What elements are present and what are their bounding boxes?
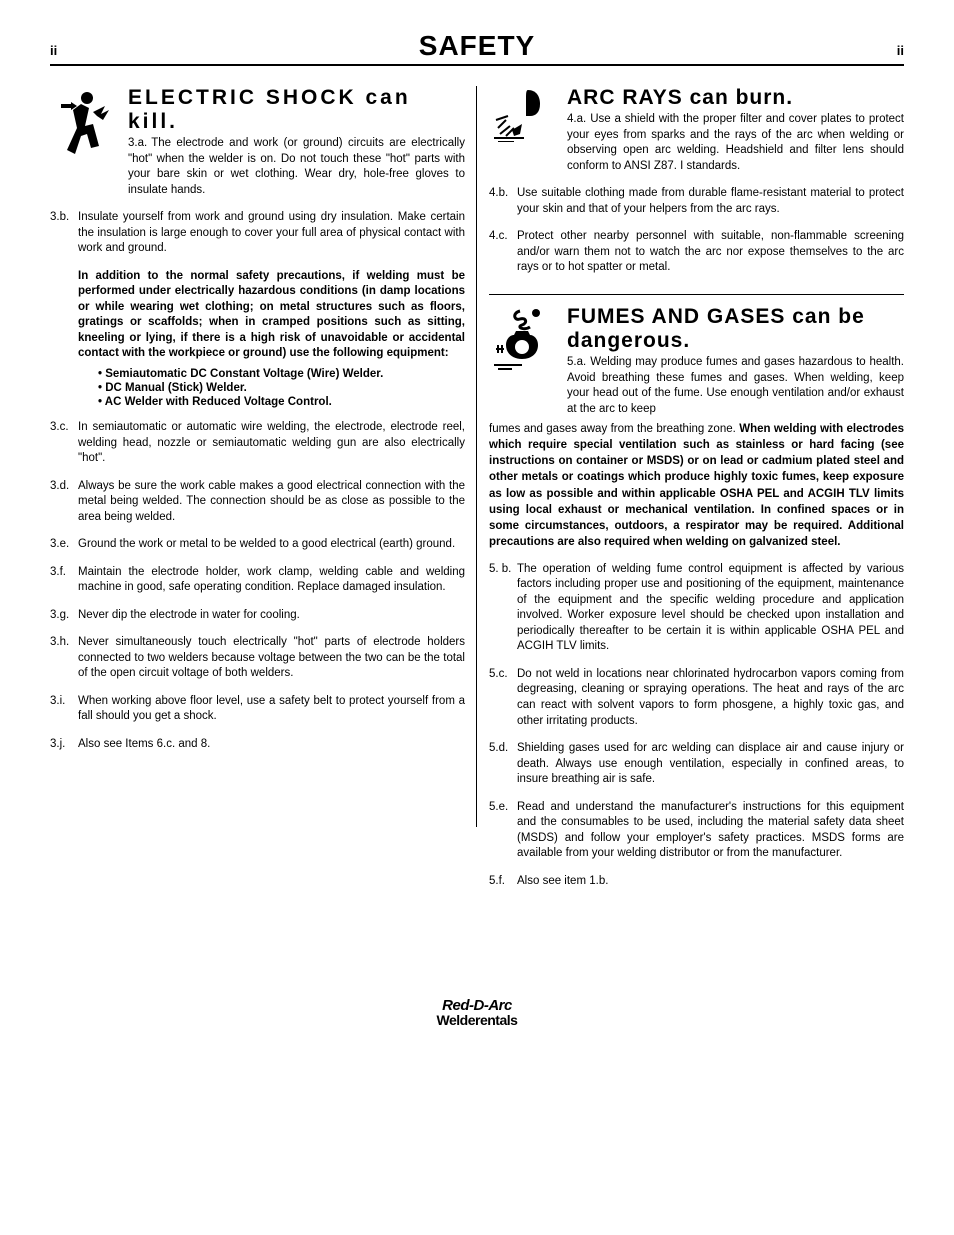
page-num-right: ii xyxy=(897,43,904,58)
item-5c: 5.c.Do not weld in locations near chlori… xyxy=(489,667,904,729)
section-electric: ELECTRIC SHOCK can kill. 3.a.The electro… xyxy=(50,86,465,752)
item-3j: 3.j.Also see Items 6.c. and 8. xyxy=(50,737,465,753)
section-divider xyxy=(489,294,904,295)
section-fumes: FUMES AND GASES can be dangerous. 5.a.We… xyxy=(489,305,904,889)
item-3g: 3.g.Never dip the electrode in water for… xyxy=(50,608,465,624)
item-3f: 3.f.Maintain the electrode holder, work … xyxy=(50,565,465,596)
section-arc: ARC RAYS can burn. 4.a.Use a shield with… xyxy=(489,86,904,276)
item-5b: 5. b.The operation of welding fume contr… xyxy=(489,562,904,655)
item-5d: 5.d.Shielding gases used for arc welding… xyxy=(489,741,904,788)
item-4c: 4.c.Protect other nearby personnel with … xyxy=(489,229,904,276)
item-4b: 4.b.Use suitable clothing made from dura… xyxy=(489,186,904,217)
electric-shock-icon xyxy=(50,86,118,158)
item-3c: 3.c.In semiautomatic or automatic wire w… xyxy=(50,420,465,467)
item-5e: 5.e.Read and understand the manufacturer… xyxy=(489,800,904,862)
left-column: ELECTRIC SHOCK can kill. 3.a.The electro… xyxy=(50,86,465,907)
fumes-gases-icon xyxy=(489,305,557,375)
fumes-continuation: fumes and gases away from the breathing … xyxy=(489,421,904,550)
right-column: ARC RAYS can burn. 4.a.Use a shield with… xyxy=(489,86,904,907)
bullet-3: • AC Welder with Reduced Voltage Control… xyxy=(98,396,465,408)
page-num-left: ii xyxy=(50,43,57,58)
item-4a: 4.a.Use a shield with the proper filter … xyxy=(567,112,904,174)
item-3d: 3.d.Always be sure the work cable makes … xyxy=(50,479,465,526)
columns: ELECTRIC SHOCK can kill. 3.a.The electro… xyxy=(50,86,904,907)
electric-title: ELECTRIC SHOCK can kill. xyxy=(128,86,465,134)
item-3e: 3.e.Ground the work or metal to be welde… xyxy=(50,537,465,553)
footer: Red-D-Arc Welderentals xyxy=(50,997,904,1028)
footer-sub: Welderentals xyxy=(50,1012,904,1028)
item-5f: 5.f.Also see item 1.b. xyxy=(489,874,904,890)
item-3b: 3.b. Insulate yourself from work and gro… xyxy=(50,210,465,257)
item-5a: 5.a.Welding may produce fumes and gases … xyxy=(567,355,904,417)
page-title: SAFETY xyxy=(419,30,535,62)
item-3h: 3.h.Never simultaneously touch electrica… xyxy=(50,635,465,682)
arc-rays-icon xyxy=(489,86,557,142)
bullet-2: • DC Manual (Stick) Welder. xyxy=(98,382,465,394)
arc-title: ARC RAYS can burn. xyxy=(567,86,904,110)
electric-bold-note: In addition to the normal safety precaut… xyxy=(78,269,465,362)
item-3a: 3.a.The electrode and work (or ground) c… xyxy=(128,136,465,198)
item-3i: 3.i.When working above floor level, use … xyxy=(50,694,465,725)
bullet-1: • Semiautomatic DC Constant Voltage (Wir… xyxy=(98,368,465,380)
fumes-title: FUMES AND GASES can be dangerous. xyxy=(567,305,904,353)
page-header: ii SAFETY ii xyxy=(50,30,904,66)
